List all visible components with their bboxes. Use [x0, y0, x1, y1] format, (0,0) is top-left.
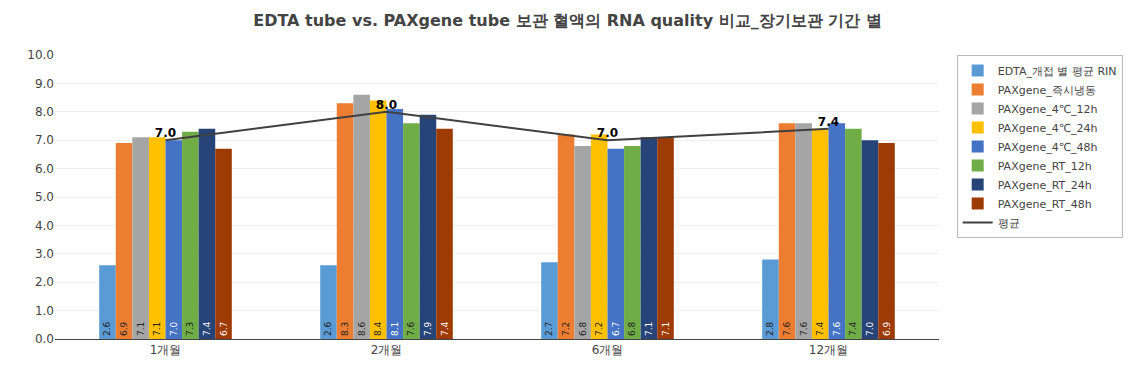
svg-text:7.1: 7.1 [644, 322, 654, 336]
svg-text:6.0: 6.0 [35, 162, 54, 176]
svg-text:8.0: 8.0 [376, 98, 397, 112]
svg-text:7.3: 7.3 [185, 322, 195, 336]
svg-text:4.0: 4.0 [35, 219, 54, 233]
svg-text:2.7: 2.7 [544, 322, 554, 336]
svg-text:7.9: 7.9 [423, 321, 433, 336]
svg-text:7.6: 7.6 [406, 321, 416, 336]
svg-text:7.4: 7.4 [440, 321, 450, 336]
svg-text:1개월: 1개월 [150, 343, 182, 357]
svg-text:PAXgene_4℃_12h: PAXgene_4℃_12h [998, 103, 1098, 116]
svg-text:8.1: 8.1 [390, 322, 400, 336]
svg-text:EDTA_개접 별 평균 RIN: EDTA_개접 별 평균 RIN [998, 65, 1117, 78]
svg-text:7.6: 7.6 [782, 321, 792, 336]
svg-text:7.1: 7.1 [661, 322, 671, 336]
svg-text:6개월: 6개월 [592, 343, 624, 357]
svg-text:8.0: 8.0 [35, 105, 54, 119]
svg-text:7.2: 7.2 [561, 322, 571, 336]
svg-text:6.8: 6.8 [627, 321, 637, 336]
svg-text:12개월: 12개월 [809, 343, 848, 357]
svg-text:PAXgene_RT_48h: PAXgene_RT_48h [998, 198, 1092, 211]
svg-text:7.6: 7.6 [799, 321, 809, 336]
svg-text:7.0: 7.0 [155, 126, 176, 140]
svg-text:7.1: 7.1 [152, 322, 162, 336]
svg-text:7.0: 7.0 [169, 321, 179, 336]
svg-text:2.0: 2.0 [35, 275, 54, 289]
svg-text:7.6: 7.6 [832, 321, 842, 336]
svg-text:8.4: 8.4 [373, 321, 383, 336]
svg-text:1.0: 1.0 [35, 304, 54, 318]
svg-text:7.0: 7.0 [35, 133, 54, 147]
svg-text:PAXgene_RT_12h: PAXgene_RT_12h [998, 160, 1092, 173]
svg-text:5.0: 5.0 [35, 190, 54, 204]
svg-text:7.4: 7.4 [848, 321, 858, 336]
svg-text:6.9: 6.9 [882, 321, 892, 336]
svg-text:PAXgene_즉시냉동: PAXgene_즉시냉동 [998, 84, 1096, 97]
svg-text:7.4: 7.4 [818, 115, 839, 129]
svg-text:2.6: 2.6 [323, 321, 333, 336]
svg-text:6.9: 6.9 [119, 321, 129, 336]
svg-text:7.0: 7.0 [865, 321, 875, 336]
svg-text:PAXgene_4℃_24h: PAXgene_4℃_24h [998, 122, 1098, 135]
svg-text:6.8: 6.8 [578, 321, 588, 336]
svg-text:9.0: 9.0 [35, 77, 54, 91]
svg-text:PAXgene_4℃_48h: PAXgene_4℃_48h [998, 141, 1098, 154]
svg-text:7.1: 7.1 [136, 322, 146, 336]
svg-text:2.6: 2.6 [102, 321, 112, 336]
svg-text:2개월: 2개월 [371, 343, 403, 357]
svg-text:PAXgene_RT_24h: PAXgene_RT_24h [998, 179, 1092, 192]
svg-text:7.0: 7.0 [597, 126, 618, 140]
svg-text:7.4: 7.4 [815, 321, 825, 336]
svg-text:3.0: 3.0 [35, 247, 54, 261]
svg-text:2.8: 2.8 [765, 321, 775, 336]
svg-text:6.7: 6.7 [219, 322, 229, 336]
svg-text:7.4: 7.4 [202, 321, 212, 336]
svg-text:7.2: 7.2 [594, 322, 604, 336]
svg-text:10.0: 10.0 [27, 48, 54, 62]
svg-text:8.6: 8.6 [357, 321, 367, 336]
svg-text:EDTA tube vs. PAXgene tube 보관: EDTA tube vs. PAXgene tube 보관 혈액의 RNA qu… [253, 11, 882, 30]
svg-text:평균: 평균 [998, 217, 1020, 230]
svg-text:8.3: 8.3 [340, 322, 350, 336]
svg-text:0.0: 0.0 [35, 332, 54, 346]
svg-text:6.7: 6.7 [611, 322, 621, 336]
